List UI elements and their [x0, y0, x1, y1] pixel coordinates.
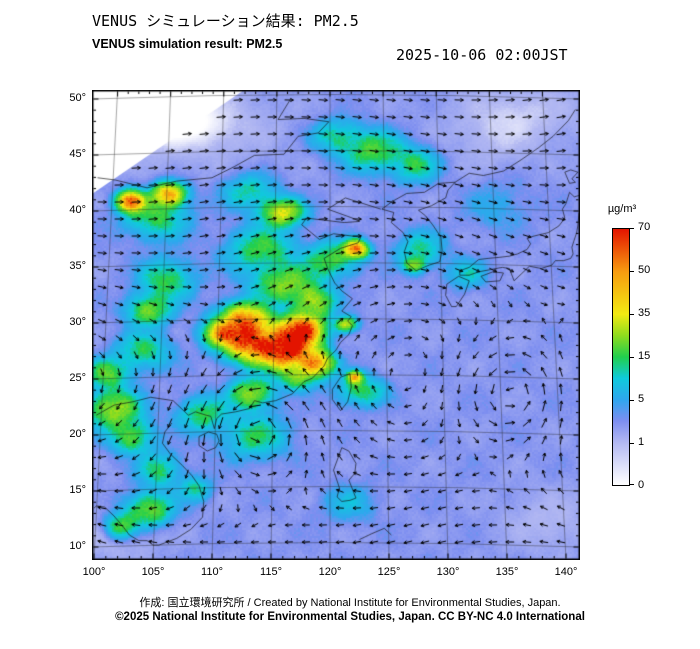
- lon-tick-label: 130°: [436, 566, 460, 578]
- attribution-line: 作成: 国立環境研究所 / Created by National Instit…: [139, 597, 561, 609]
- lat-tick-label: 30°: [69, 316, 86, 328]
- colorbar-tick-mark: [630, 443, 634, 444]
- colorbar-tick-label: 0: [638, 479, 645, 491]
- lat-tick-label: 20°: [69, 428, 86, 440]
- copyright-line: ©2025 National Institute for Environment…: [115, 611, 585, 623]
- colorbar-tick-mark: [630, 400, 634, 401]
- lat-tick-label: 50°: [69, 92, 86, 104]
- lon-tick-label: 100°: [82, 566, 106, 578]
- colorbar-tick-label: 15: [638, 350, 651, 362]
- lat-tick-label: 40°: [69, 204, 86, 216]
- lon-tick-label: 105°: [141, 566, 165, 578]
- colorbar: [612, 228, 630, 486]
- lon-tick-label: 140°: [554, 566, 578, 578]
- lon-tick-label: 120°: [318, 566, 342, 578]
- lat-tick-label: 25°: [69, 372, 86, 384]
- colorbar-tick-label: 70: [638, 221, 651, 233]
- lat-tick-label: 35°: [69, 260, 86, 272]
- lat-tick-label: 45°: [69, 148, 86, 160]
- colorbar-unit-label: µg/m³: [607, 203, 637, 215]
- colorbar-tick-label: 50: [638, 264, 651, 276]
- lon-tick-label: 110°: [201, 566, 223, 578]
- title-japanese: VENUS シミュレーション結果: PM2.5: [92, 12, 359, 30]
- map-plot: 50° 45° 40° 35° 30° 25° 20° 15° 10° 100° 105° 110°…: [69, 90, 580, 578]
- pm25-map-canvas: [92, 90, 580, 560]
- lat-tick-label: 10°: [69, 540, 86, 552]
- lon-tick-label: 115°: [260, 566, 282, 578]
- lon-tick-label: 125°: [377, 566, 401, 578]
- colorbar-tick-mark: [630, 271, 634, 272]
- colorbar-tick-labels: 70 50 35 15 5 1 0: [630, 221, 668, 491]
- colorbar-tick-label: 35: [638, 307, 651, 319]
- colorbar-tick-label: 5: [638, 393, 645, 405]
- colorbar-tick-label: 1: [638, 436, 645, 448]
- colorbar-tick-mark: [630, 228, 634, 229]
- colorbar-tick-mark: [630, 357, 634, 358]
- timestamp: 2025-10-06 02:00JST: [396, 46, 568, 64]
- colorbar-tick-mark: [630, 314, 634, 315]
- lat-tick-label: 15°: [69, 484, 86, 496]
- title-english: VENUS simulation result: PM2.5: [92, 37, 283, 51]
- lon-tick-label: 135°: [495, 566, 519, 578]
- colorbar-tick-mark: [630, 484, 634, 485]
